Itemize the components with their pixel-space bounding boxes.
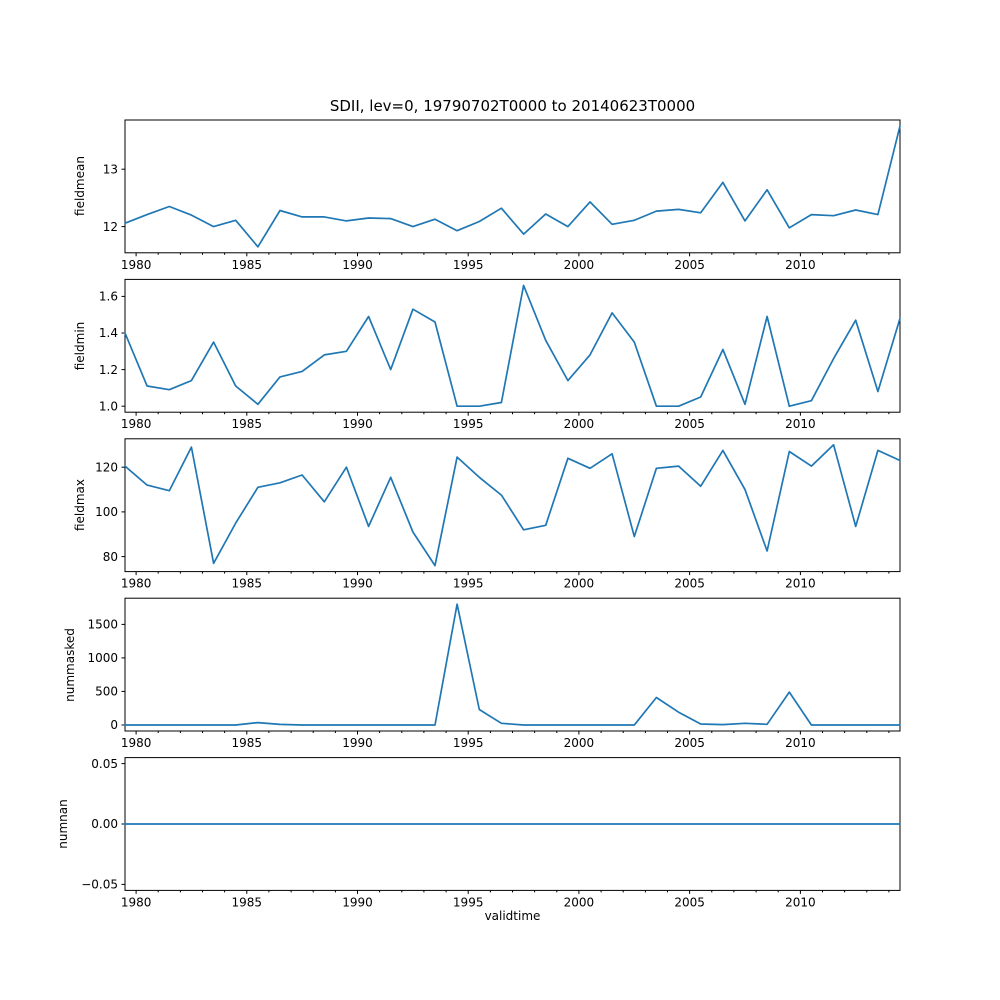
data-line-nummasked [124, 603, 901, 726]
x-tick-label: 1990 [342, 895, 373, 909]
y-tick-label: 12 [103, 220, 118, 234]
x-tick-label: 1980 [121, 577, 152, 591]
x-tick-label: 1985 [232, 577, 263, 591]
y-tick-label: 1.6 [99, 290, 118, 304]
y-axis-label-nummasked: nummasked [63, 628, 77, 702]
x-axis-label: validtime [484, 909, 541, 923]
data-line-fieldmean [124, 125, 901, 248]
x-tick-label: 2000 [564, 258, 595, 272]
x-tick-label: 2010 [785, 258, 816, 272]
y-tick-label: 80 [103, 550, 118, 564]
chart-title: SDII, lev=0, 19790702T0000 to 20140623T0… [329, 97, 696, 115]
y-tick-label: 1000 [87, 651, 118, 665]
x-tick-label: 1980 [121, 736, 152, 750]
x-tick-label: 2005 [674, 895, 705, 909]
y-tick-label: 13 [103, 162, 118, 176]
x-tick-label: 2005 [674, 417, 705, 431]
x-tick-label: 2000 [564, 577, 595, 591]
x-tick-label: 1990 [342, 736, 373, 750]
x-tick-label: 2010 [785, 577, 816, 591]
x-tick-label: 1980 [121, 895, 152, 909]
x-tick-label: 1985 [232, 417, 263, 431]
x-tick-label: 1990 [342, 258, 373, 272]
data-line-fieldmin [124, 284, 901, 408]
axes-frame [124, 119, 901, 254]
x-tick-label: 2000 [564, 417, 595, 431]
y-axis-label-fieldmin: fieldmin [73, 321, 87, 371]
subplot-nummasked: 1980 1985 1990 1995 2000 2005 2010 0 500 1000 1500 [87, 597, 901, 750]
y-tick-label: 1.2 [99, 363, 118, 377]
x-tick-label: 1985 [232, 736, 263, 750]
y-tick-label: 0 [110, 718, 118, 732]
x-tick-label: 1980 [121, 258, 152, 272]
axes-frame [124, 597, 901, 732]
x-tick-label: 1990 [342, 417, 373, 431]
y-tick-label: 1.0 [99, 399, 118, 413]
y-tick-label: 1500 [87, 618, 118, 632]
subplot-fieldmean: 1980 1985 1990 1995 2000 2005 2010 12 13 [103, 119, 901, 272]
x-tick-label: 1995 [453, 577, 484, 591]
x-tick-label: 1995 [453, 258, 484, 272]
x-tick-label: 1985 [232, 895, 263, 909]
y-tick-label: 1.4 [99, 326, 118, 340]
x-tick-label: 2005 [674, 258, 705, 272]
x-tick-label: 2005 [674, 577, 705, 591]
y-axis-label-numnan: numnan [56, 799, 70, 849]
x-tick-label: 2000 [564, 736, 595, 750]
y-tick-label: −0.05 [81, 878, 118, 892]
x-tick-label: 2000 [564, 895, 595, 909]
x-tick-label: 2010 [785, 895, 816, 909]
x-tick-label: 1995 [453, 736, 484, 750]
x-tick-label: 1985 [232, 258, 263, 272]
x-tick-label: 1980 [121, 417, 152, 431]
data-line-fieldmax [124, 443, 901, 567]
x-tick-label: 1995 [453, 895, 484, 909]
subplot-numnan: 1980 1985 1990 1995 2000 2005 2010 −0.05 0.00 0.0… [81, 757, 901, 909]
x-tick-label: 2010 [785, 417, 816, 431]
x-tick-label: 2005 [674, 736, 705, 750]
subplot-fieldmin: 1980 1985 1990 1995 2000 2005 2010 1.0 1.2 1.4 1.6 [99, 278, 901, 431]
y-tick-label: 120 [95, 460, 118, 474]
y-tick-label: 0.05 [91, 757, 118, 771]
y-tick-label: 100 [95, 505, 118, 519]
y-axis-label-fieldmax: fieldmax [73, 478, 87, 532]
subplot-fieldmax: 1980 1985 1990 1995 2000 2005 2010 80 100 120 [95, 438, 901, 591]
y-tick-label: 0.00 [91, 817, 118, 831]
y-axis-label-fieldmean: fieldmean [73, 156, 87, 216]
y-tick-label: 500 [95, 685, 118, 699]
x-tick-label: 2010 [785, 736, 816, 750]
x-tick-label: 1990 [342, 577, 373, 591]
axes-frame [124, 438, 901, 573]
x-tick-label: 1995 [453, 417, 484, 431]
